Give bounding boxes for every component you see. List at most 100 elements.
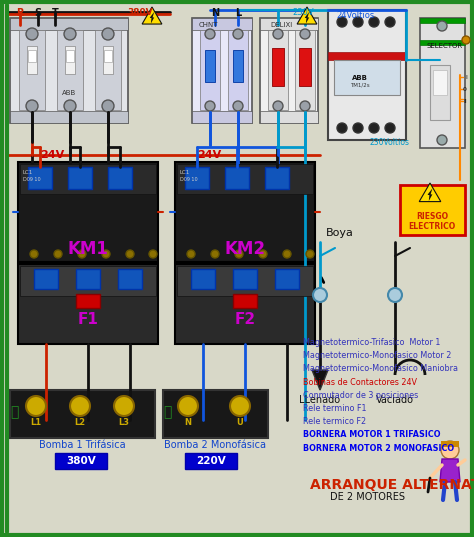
Bar (260, 18, 318, 123)
Bar (200, 30, 220, 110)
Bar (275, 269, 299, 289)
Bar (76, 269, 100, 289)
Bar (191, 269, 215, 289)
Bar (95, 30, 121, 110)
Text: U: U (237, 418, 243, 427)
Bar (66, 50, 74, 62)
Text: D09 10: D09 10 (180, 177, 198, 182)
Text: LC1: LC1 (180, 170, 190, 175)
Circle shape (64, 28, 76, 40)
Bar (441, 441, 459, 447)
Bar (420, 18, 465, 23)
Circle shape (283, 250, 291, 258)
Circle shape (259, 250, 267, 258)
Circle shape (230, 396, 250, 416)
Bar (334, 60, 400, 95)
Circle shape (205, 101, 215, 111)
Circle shape (273, 29, 283, 39)
Text: Bomba 1 Trifásica: Bomba 1 Trifásica (39, 440, 125, 450)
Bar (28, 50, 36, 62)
Text: T: T (52, 8, 58, 18)
Bar (20, 266, 156, 296)
Circle shape (178, 396, 198, 416)
Text: Magnetotermico-Monofasico Maniobra: Magnetotermico-Monofasico Maniobra (303, 365, 458, 373)
Text: ABB: ABB (352, 75, 368, 81)
Text: Magnetotermico-Trifasico  Motor 1: Magnetotermico-Trifasico Motor 1 (303, 338, 440, 347)
Bar (420, 18, 465, 148)
Bar (10, 390, 155, 438)
Bar (57, 30, 83, 110)
Text: ⏚: ⏚ (163, 405, 171, 419)
Bar (400, 185, 465, 235)
Bar (192, 18, 252, 30)
Circle shape (300, 29, 310, 39)
Bar (420, 40, 465, 45)
Polygon shape (419, 183, 441, 201)
Bar (104, 50, 112, 62)
Text: Boya: Boya (326, 228, 354, 238)
Text: SELECTOR: SELECTOR (427, 43, 463, 49)
Bar (177, 266, 313, 296)
Circle shape (353, 123, 363, 133)
Bar (10, 18, 128, 30)
Text: R: R (16, 8, 24, 18)
Text: DE 2 MOTORES: DE 2 MOTORES (330, 492, 405, 502)
Bar (175, 162, 315, 262)
Bar (10, 18, 128, 123)
Circle shape (126, 250, 134, 258)
Bar (65, 46, 75, 74)
Bar (10, 111, 128, 123)
Text: 380V: 380V (66, 456, 96, 466)
Bar (118, 269, 142, 289)
Polygon shape (150, 12, 154, 24)
Polygon shape (312, 370, 328, 390)
Text: D09 10: D09 10 (23, 177, 41, 182)
Text: ABB: ABB (62, 90, 76, 96)
Circle shape (187, 250, 195, 258)
Circle shape (437, 21, 447, 31)
Polygon shape (428, 188, 432, 201)
Bar (19, 30, 45, 110)
Bar (103, 46, 113, 74)
Text: L1: L1 (30, 418, 42, 427)
Circle shape (385, 17, 395, 27)
Circle shape (369, 17, 379, 27)
Text: 24V: 24V (40, 150, 64, 160)
Bar (433, 70, 447, 95)
Bar (268, 30, 288, 110)
Bar (260, 18, 318, 30)
Text: BORNERA MOTOR 1 TRIFASICO: BORNERA MOTOR 1 TRIFASICO (303, 430, 440, 439)
Text: F1: F1 (78, 312, 99, 327)
Text: Magnetotermico-Monofasico Motor 2: Magnetotermico-Monofasico Motor 2 (303, 351, 451, 360)
Text: Bobinas de Contactores 24V: Bobinas de Contactores 24V (303, 378, 417, 387)
Text: Rele termino F1: Rele termino F1 (303, 404, 366, 413)
Circle shape (102, 28, 114, 40)
Text: KM2: KM2 (225, 240, 265, 258)
Circle shape (70, 396, 90, 416)
Bar (233, 294, 257, 308)
Circle shape (78, 250, 86, 258)
Bar (328, 52, 406, 60)
Circle shape (30, 250, 38, 258)
Circle shape (273, 101, 283, 111)
Bar (55, 453, 107, 469)
Polygon shape (305, 12, 309, 24)
Text: DELIXI: DELIXI (271, 22, 293, 28)
Polygon shape (142, 7, 162, 24)
Circle shape (26, 396, 46, 416)
Text: 380V: 380V (127, 8, 153, 17)
Circle shape (26, 28, 38, 40)
Circle shape (313, 288, 327, 302)
Circle shape (369, 123, 379, 133)
Bar (192, 111, 252, 123)
Bar (68, 167, 92, 189)
Circle shape (114, 396, 134, 416)
Bar (228, 30, 248, 110)
Circle shape (300, 101, 310, 111)
Circle shape (441, 441, 459, 459)
Circle shape (102, 100, 114, 112)
Text: N: N (211, 8, 219, 18)
Bar (18, 264, 158, 344)
Bar (34, 269, 58, 289)
Circle shape (26, 100, 38, 112)
